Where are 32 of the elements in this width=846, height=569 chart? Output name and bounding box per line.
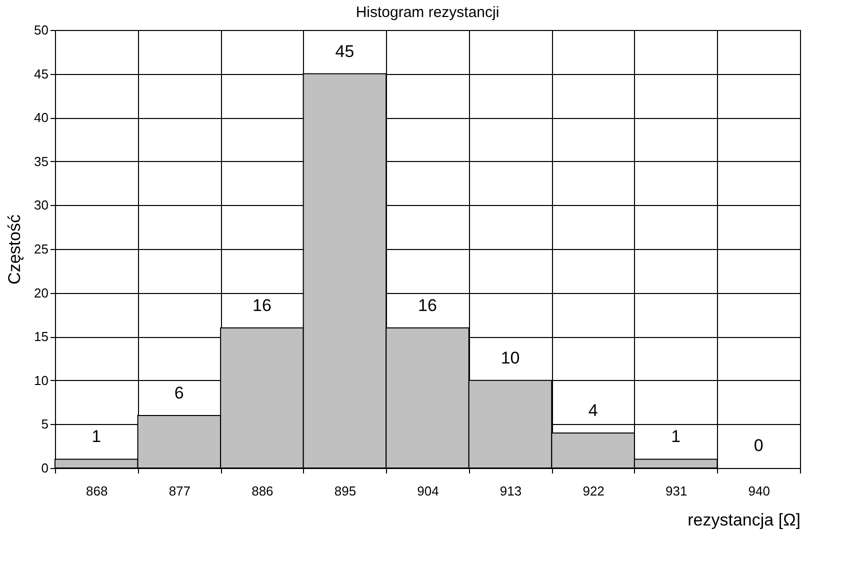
x-tick-label: 904: [417, 484, 439, 498]
x-tick-label: 877: [168, 484, 191, 498]
y-tick-label: 45: [34, 66, 48, 82]
y-tick-label: 50: [34, 22, 48, 38]
data-label: 1: [92, 427, 102, 446]
y-tick-label: 25: [34, 242, 48, 256]
y-tick-label: 0: [41, 460, 48, 476]
data-label: 0: [754, 436, 764, 455]
x-tick-label: 940: [748, 484, 770, 498]
y-tick-label: 15: [34, 329, 48, 344]
x-tick-label: 886: [252, 484, 274, 498]
data-label: 16: [418, 296, 437, 315]
data-label: 4: [588, 400, 598, 420]
x-tick-label: 922: [582, 484, 604, 498]
x-axis-title: rezystancja [Ω]: [688, 510, 800, 530]
y-tick-label: 35: [34, 154, 48, 169]
y-tick-label: 5: [41, 416, 48, 432]
x-tick-label: 913: [500, 484, 522, 498]
y-tick-label: 20: [34, 285, 48, 300]
data-label: 1: [671, 427, 681, 446]
y-tick-label: 10: [34, 372, 48, 388]
data-label: 45: [335, 42, 354, 61]
y-axis-title: Częstość: [5, 214, 24, 284]
data-label: 6: [174, 383, 184, 402]
y-tick-label: 40: [34, 110, 48, 126]
data-label: 10: [500, 348, 520, 368]
chart-title: Histogram rezystancji: [356, 4, 500, 21]
y-tick-label: 30: [34, 198, 48, 213]
x-tick-label: 895: [334, 484, 356, 498]
data-label: 16: [252, 296, 272, 315]
x-tick-label: 868: [86, 484, 108, 498]
x-tick-label: 931: [665, 484, 688, 498]
